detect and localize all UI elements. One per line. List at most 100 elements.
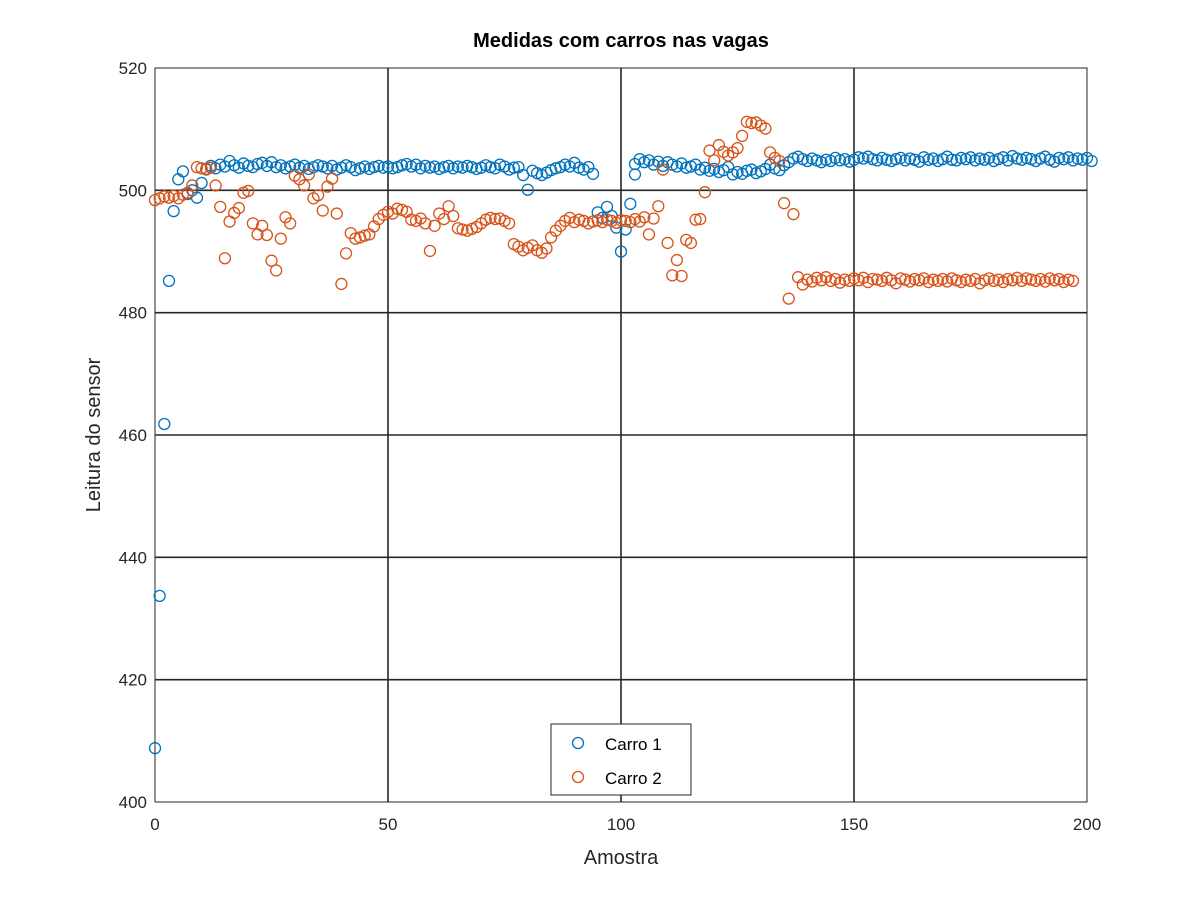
data-point-carro-1 — [586, 167, 600, 180]
data-point-carro-2 — [419, 217, 432, 230]
data-point-carro-2 — [684, 236, 698, 250]
data-point-carro-2 — [661, 236, 674, 250]
data-point-carro-2 — [726, 146, 739, 159]
data-point-carro-2 — [759, 122, 772, 135]
data-point-carro-2 — [279, 211, 292, 224]
data-point-carro-2 — [372, 212, 385, 226]
data-point-carro-2 — [703, 144, 716, 157]
data-point-carro-2 — [190, 160, 204, 174]
y-tick-label: 520 — [119, 59, 147, 78]
chart-title: Medidas com carros nas vagas — [473, 30, 769, 52]
data-point-carro-2 — [1020, 272, 1033, 285]
data-point-carro-1 — [484, 160, 497, 174]
data-point-carro-2 — [745, 116, 758, 130]
data-point-carro-2 — [270, 264, 283, 277]
data-point-carro-1 — [153, 589, 166, 603]
data-point-carro-2 — [274, 232, 287, 245]
data-point-carro-2 — [158, 190, 171, 203]
data-point-carro-1 — [582, 160, 595, 174]
data-point-carro-2 — [740, 115, 753, 128]
data-point-carro-1 — [395, 159, 409, 172]
data-point-carro-1 — [176, 165, 190, 178]
data-point-carro-2 — [563, 211, 576, 225]
data-point-carro-2 — [675, 269, 688, 283]
data-point-carro-2 — [787, 208, 800, 221]
y-tick-label: 400 — [119, 793, 147, 812]
data-point-carro-2 — [647, 212, 660, 225]
data-point-carro-1 — [377, 161, 390, 174]
data-point-carro-2 — [959, 273, 972, 286]
data-point-carro-2 — [1062, 273, 1075, 286]
data-point-carro-2 — [614, 214, 628, 227]
data-point-carro-1 — [158, 417, 171, 431]
data-point-carro-2 — [731, 141, 744, 155]
data-point-carro-2 — [447, 209, 460, 223]
data-point-carro-1 — [148, 742, 162, 755]
data-point-carro-2 — [330, 207, 343, 220]
data-point-carro-2 — [503, 217, 516, 230]
data-point-carro-2 — [451, 222, 465, 235]
data-point-carro-2 — [218, 252, 232, 265]
data-point-carro-2 — [656, 163, 670, 176]
data-point-carro-2 — [969, 272, 982, 286]
data-point-carro-1 — [167, 204, 180, 218]
data-point-carro-2 — [311, 189, 325, 202]
data-point-carro-2 — [489, 212, 502, 226]
y-tick-label: 480 — [119, 304, 147, 323]
data-point-carro-1 — [889, 152, 903, 166]
data-point-carro-2 — [297, 179, 311, 192]
data-point-carro-1 — [190, 191, 204, 204]
data-point-carro-2 — [1024, 273, 1038, 286]
data-point-carro-1 — [1052, 151, 1066, 165]
data-point-carro-2 — [866, 272, 879, 286]
data-point-carro-2 — [358, 229, 371, 242]
data-point-carro-2 — [782, 292, 795, 305]
data-point-carro-1 — [624, 197, 637, 210]
data-point-carro-2 — [209, 179, 222, 192]
data-point-carro-1 — [819, 153, 833, 166]
data-point-carro-2 — [316, 204, 329, 217]
data-point-carro-1 — [1085, 154, 1098, 168]
data-point-carro-1 — [913, 155, 926, 168]
data-point-carro-2 — [544, 231, 558, 244]
data-point-carro-1 — [451, 160, 465, 173]
data-point-carro-1 — [367, 160, 381, 174]
legend-label-carro-1: Carro 1 — [605, 735, 662, 754]
data-point-carro-1 — [232, 161, 246, 174]
data-point-carro-1 — [740, 164, 753, 177]
data-point-carro-1 — [521, 183, 534, 196]
data-point-carro-1 — [1010, 152, 1024, 165]
data-point-carro-2 — [405, 213, 418, 226]
data-point-carro-2 — [186, 179, 199, 192]
data-point-carro-1 — [922, 153, 935, 166]
data-point-carro-1 — [614, 245, 628, 258]
data-point-carro-2 — [1066, 274, 1080, 288]
data-point-carro-2 — [689, 213, 702, 226]
x-tick-label: 150 — [840, 815, 868, 834]
x-tick-label: 0 — [150, 815, 159, 834]
data-point-carro-1 — [866, 152, 879, 166]
data-point-carro-2 — [698, 186, 712, 199]
data-point-carro-2 — [540, 242, 553, 255]
y-tick-label: 500 — [119, 181, 147, 200]
data-point-carro-2 — [927, 273, 940, 286]
data-point-carro-2 — [302, 168, 315, 181]
data-point-carro-2 — [335, 277, 348, 291]
data-point-carro-2 — [214, 200, 227, 214]
x-axis-label: Amostra — [584, 847, 659, 869]
data-point-carro-1 — [642, 154, 656, 167]
data-point-carro-1 — [973, 152, 986, 165]
y-tick-label: 440 — [119, 548, 147, 567]
data-point-carro-2 — [871, 273, 884, 286]
data-point-carro-2 — [586, 215, 600, 228]
data-point-carro-2 — [232, 201, 246, 215]
data-point-carro-2 — [857, 271, 870, 284]
x-tick-label: 100 — [607, 815, 635, 834]
data-point-carro-1 — [880, 153, 893, 166]
data-point-carro-1 — [437, 160, 451, 174]
data-point-carro-2 — [777, 197, 791, 210]
data-point-carro-1 — [423, 161, 437, 174]
data-point-carro-2 — [265, 254, 278, 267]
x-tick-label: 50 — [379, 815, 398, 834]
data-point-carro-2 — [1048, 274, 1061, 287]
